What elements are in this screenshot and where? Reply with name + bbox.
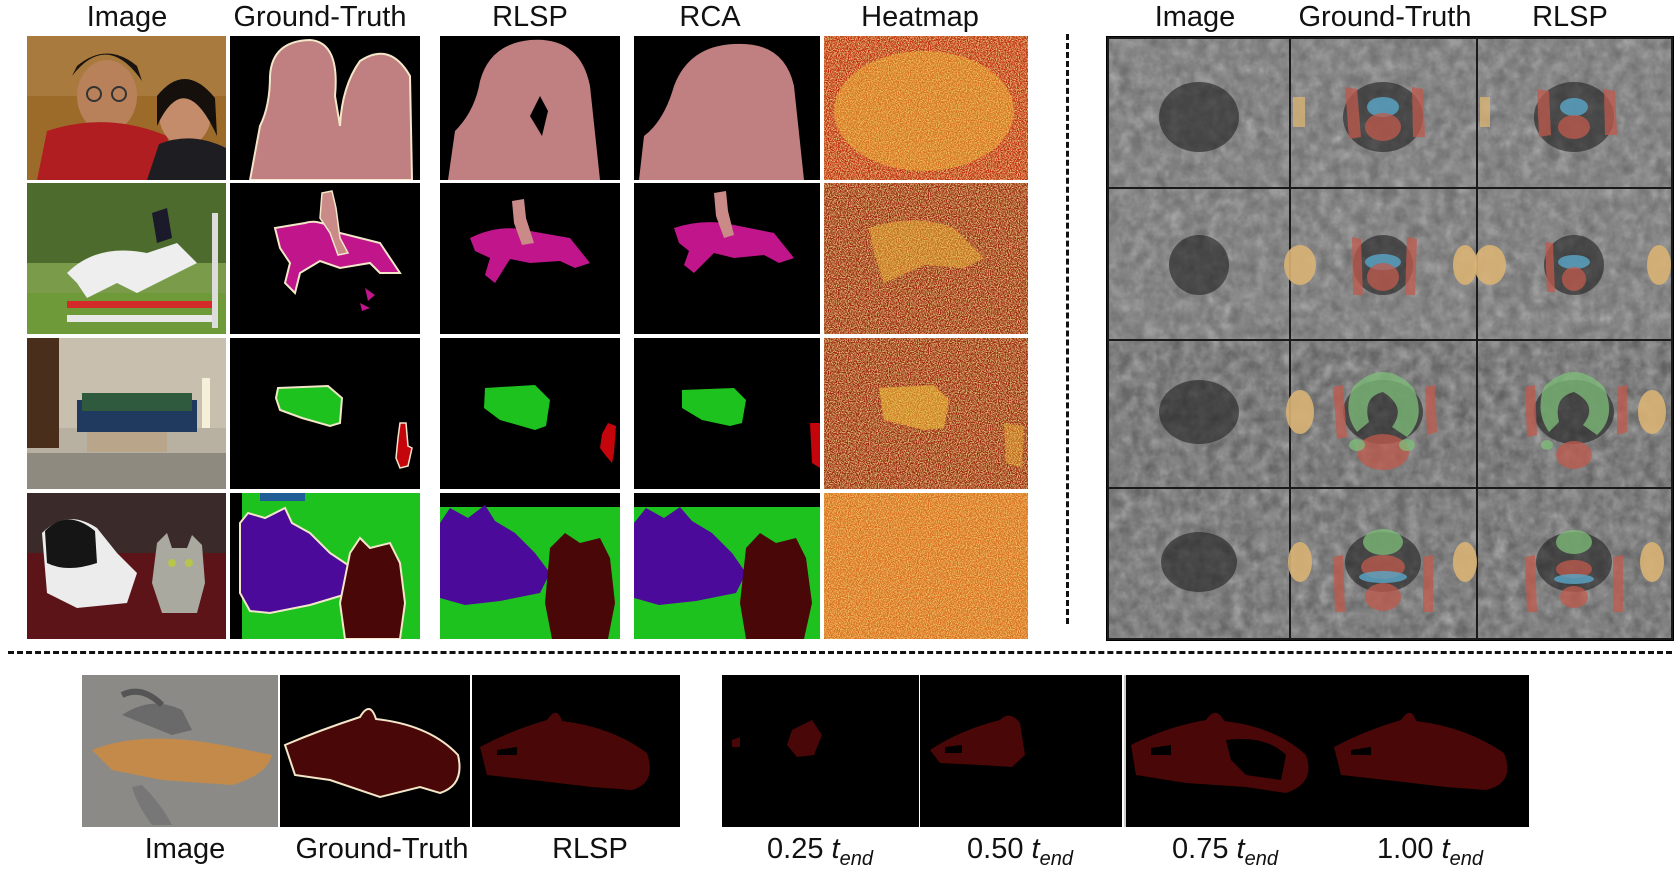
time-label-025: 0.25 tend bbox=[767, 833, 873, 870]
bottom-label-image: Image bbox=[144, 833, 226, 865]
row2-image bbox=[27, 183, 226, 334]
row4-ground-truth bbox=[230, 493, 420, 639]
bottom-ground-truth bbox=[280, 675, 470, 827]
row1-rlsp bbox=[440, 36, 620, 180]
row1-heatmap bbox=[824, 36, 1028, 180]
header-ground-truth: Ground-Truth bbox=[233, 1, 407, 33]
bottom-label-rlsp: RLSP bbox=[552, 833, 628, 865]
bottom-label-ground-truth: Ground-Truth bbox=[295, 833, 469, 865]
mri-header-ground-truth: Ground-Truth bbox=[1298, 1, 1472, 33]
t075-mask bbox=[1124, 675, 1326, 827]
bottom-rlsp bbox=[472, 675, 680, 827]
row2-rlsp bbox=[440, 183, 620, 334]
row2-ground-truth bbox=[230, 183, 420, 334]
header-rca: RCA bbox=[679, 1, 741, 33]
horizontal-divider bbox=[8, 651, 1672, 654]
row4-heatmap bbox=[824, 493, 1028, 639]
row1-ground-truth bbox=[230, 36, 420, 180]
bottom-image bbox=[82, 675, 278, 827]
mri-header-image: Image bbox=[1154, 1, 1236, 33]
row4-rlsp bbox=[440, 493, 620, 639]
row1-image bbox=[27, 36, 226, 180]
row4-rca bbox=[634, 493, 820, 639]
time-label-100: 1.00 tend bbox=[1377, 833, 1483, 870]
t025-mask bbox=[722, 675, 919, 827]
row3-image bbox=[27, 338, 226, 489]
row3-ground-truth bbox=[230, 338, 420, 489]
time-label-075: 0.75 tend bbox=[1172, 833, 1278, 870]
row2-heatmap bbox=[824, 183, 1028, 334]
t050-mask bbox=[920, 675, 1122, 827]
mri-grid bbox=[1106, 36, 1674, 641]
mri-header-rlsp: RLSP bbox=[1532, 1, 1608, 33]
row4-image bbox=[27, 493, 226, 639]
row3-rlsp bbox=[440, 338, 620, 489]
header-rlsp: RLSP bbox=[492, 1, 568, 33]
t100-mask bbox=[1326, 675, 1529, 827]
header-heatmap: Heatmap bbox=[861, 1, 979, 33]
header-image: Image bbox=[86, 1, 168, 33]
row1-rca bbox=[634, 36, 820, 180]
time-label-050: 0.50 tend bbox=[967, 833, 1073, 870]
row3-rca bbox=[634, 338, 820, 489]
row2-rca bbox=[634, 183, 820, 334]
vertical-divider bbox=[1066, 34, 1069, 624]
row3-heatmap bbox=[824, 338, 1028, 489]
